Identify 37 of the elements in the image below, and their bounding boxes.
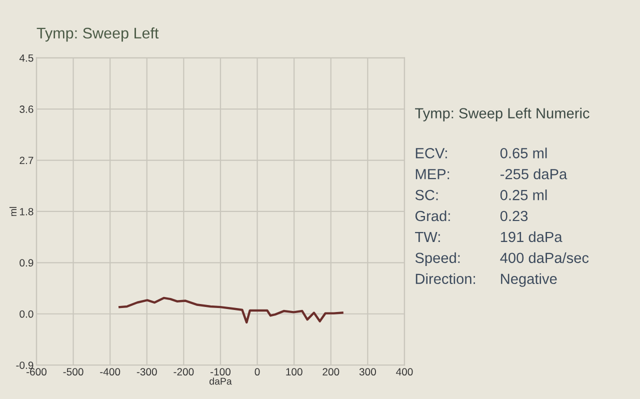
line-series [118,296,344,324]
text: Tymp: Sweep Left Numeric [415,108,590,122]
y-tick-label: -0.9 [16,362,34,369]
text: TW: [415,232,440,242]
text: ECV: [416,148,447,158]
text: Direction: [416,273,475,284]
chart-title: Tymp: Sweep Left [36,27,159,42]
text: -255 daPa [500,168,568,180]
text: Negative [501,273,557,287]
x-tick-label: -200 [174,368,194,376]
text: Grad: [415,210,450,222]
y-tick-label: 0.9 [20,259,34,267]
x-tick-label: -600 [26,368,46,376]
x-tick-label: 200 [322,368,340,376]
text: 191 daPa [500,231,562,242]
y-axis-title: ml [9,206,17,216]
y-tick-label: 2.7 [20,156,34,164]
x-tick-label: -100 [210,368,230,376]
text: 0.23 [500,210,528,222]
x-tick-label: -500 [63,368,84,376]
y-tick-label: 4.5 [19,54,34,62]
x-tick-label: -300 [136,368,157,376]
x-tick-label: 0 [254,368,260,376]
text: 0.25 ml [500,190,547,200]
text: 400 daPa/sec [500,252,589,264]
text: SC: [415,190,438,200]
x-tick-label: 100 [286,368,302,376]
y-tick-label: 0.0 [20,310,34,318]
x-tick-label: 300 [359,368,376,376]
text: MEP: [416,169,450,180]
x-tick-label: -400 [100,368,120,376]
text: Speed: [415,252,460,266]
x-axis-title: daPa [210,378,232,385]
x-tick-label: 400 [396,368,413,376]
y-tick-label: 3.6 [20,106,34,113]
text: 0.65 ml [500,148,547,158]
y-tick-label: 1.8 [20,208,34,216]
